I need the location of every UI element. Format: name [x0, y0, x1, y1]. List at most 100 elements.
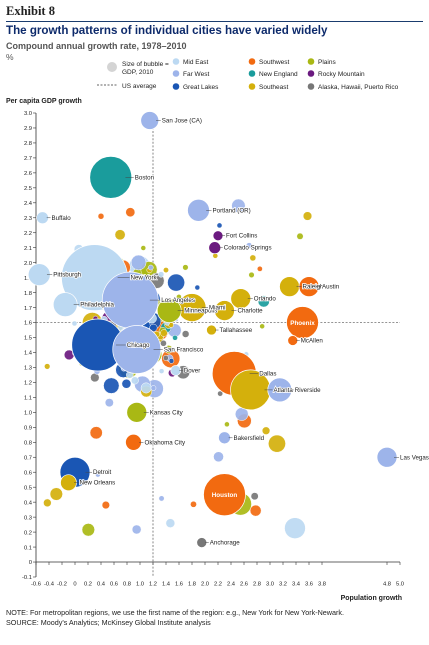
city-label: Oklahoma City	[145, 439, 186, 446]
y-tick-label: 3.0	[24, 111, 32, 117]
chart-subtitle: Compound annual growth rate, 1978–2010	[6, 41, 187, 51]
x-tick-label: 3.8	[318, 582, 326, 588]
city-bubble	[203, 473, 246, 517]
city-label: Houston	[212, 492, 238, 499]
background-bubble	[160, 329, 168, 337]
legend-entry-label: Mid East	[183, 59, 208, 66]
background-bubble	[249, 254, 257, 262]
background-bubble	[103, 377, 120, 394]
city-label: Los Angeles	[161, 297, 195, 304]
background-bubble	[216, 222, 223, 229]
background-bubble	[163, 267, 169, 273]
legend-entry-label: Great Lakes	[183, 84, 219, 91]
legend-swatch-icon	[248, 70, 256, 77]
background-bubble	[172, 334, 178, 341]
city-label: Colorado Springs	[224, 245, 272, 252]
background-bubble	[140, 245, 147, 251]
y-tick-label: 2.3	[24, 216, 32, 222]
background-bubble	[257, 265, 263, 272]
legend-entry-label: New England	[259, 71, 298, 78]
background-bubble	[261, 426, 271, 435]
header-rule	[6, 21, 423, 22]
x-tick-label: 0.8	[123, 582, 131, 588]
city-label: McAllen	[301, 338, 324, 345]
y-tick-label: 1.4	[24, 351, 33, 357]
background-bubble	[160, 339, 167, 347]
background-bubble	[245, 242, 253, 249]
y-tick-label: 1.2	[24, 381, 32, 387]
legend-entry-label: Plains	[318, 59, 336, 66]
background-bubble	[176, 294, 182, 300]
y-tick-label: 1.8	[24, 291, 32, 297]
y-tick-label: 2.2	[24, 231, 32, 237]
x-tick-label: -0.6	[31, 582, 41, 588]
city-label: New York	[131, 275, 158, 282]
background-bubble	[49, 487, 63, 501]
background-bubble	[43, 498, 52, 508]
x-tick-label: 1.8	[188, 582, 196, 588]
city-label: Orlando	[254, 296, 277, 303]
background-bubble	[217, 390, 224, 397]
y-tick-label: 2.7	[24, 156, 32, 162]
background-bubble	[224, 421, 230, 428]
city-label: Minneapolis	[184, 308, 217, 315]
city-label: Portland (OR)	[213, 207, 251, 214]
background-bubble	[149, 323, 158, 332]
background-bubble	[158, 495, 165, 502]
background-bubble	[284, 517, 306, 539]
x-tick-label: 1.4	[162, 582, 171, 588]
background-bubble	[125, 207, 136, 218]
y-tick-label: 2.8	[24, 141, 32, 147]
background-bubble	[101, 501, 110, 510]
y-tick-label: 0.4	[24, 500, 33, 506]
background-bubble	[131, 524, 142, 535]
city-label: Raleigh	[303, 284, 325, 291]
y-tick-label: 2.4	[24, 201, 33, 207]
legend-average-label: US average	[122, 83, 157, 90]
background-bubble	[140, 382, 152, 394]
background-bubble	[90, 372, 100, 383]
city-label: Detroit	[93, 469, 112, 476]
city-bubble	[286, 306, 319, 339]
y-tick-label: 0.8	[24, 440, 32, 446]
chart-title: The growth patterns of individual cities…	[6, 24, 328, 37]
y-tick-label: 2.5	[24, 186, 32, 192]
x-tick-label: 3.6	[305, 582, 313, 588]
y-tick-label: 0.3	[24, 515, 32, 521]
background-bubble	[165, 518, 176, 528]
y-tick-label: 1.1	[24, 396, 32, 402]
city-label: Miami	[209, 305, 226, 312]
y-tick-label: 2.6	[24, 171, 32, 177]
background-bubble	[81, 523, 95, 537]
city-label: San Francisco	[164, 346, 204, 353]
exhibit-label: Exhibit 8	[6, 4, 55, 18]
background-bubble	[44, 363, 51, 370]
y-tick-label: 1.3	[24, 366, 32, 372]
legend-bubble-label-gdp: GDP, 2010	[122, 69, 154, 76]
legend-swatch-icon	[248, 58, 256, 65]
city-label: Philadelphia	[80, 302, 114, 309]
city-label: Fort Collins	[226, 233, 257, 240]
background-bubble	[168, 358, 175, 364]
background-bubble	[194, 284, 201, 291]
x-tick-label: 2.6	[240, 582, 248, 588]
x-tick-label: 4.8	[383, 582, 391, 588]
y-tick-label: 1.9	[24, 276, 32, 282]
legend-entry-label: Rocky Mountain	[318, 71, 365, 78]
x-tick-label: -0.2	[57, 582, 67, 588]
background-bubble	[130, 254, 147, 271]
background-bubble	[150, 385, 157, 391]
city-label: Atlanta	[274, 387, 294, 394]
x-tick-label: 2.0	[201, 582, 209, 588]
legend-swatch-icon	[172, 83, 180, 90]
background-bubble	[71, 320, 78, 327]
x-tick-label: 1.2	[149, 582, 157, 588]
y-tick-label: 1.6	[24, 321, 32, 327]
background-bubble	[114, 229, 126, 241]
y-tick-label: 1.0	[24, 411, 32, 417]
city-label: Austin	[322, 284, 340, 291]
background-bubble	[259, 323, 265, 330]
background-bubble	[213, 451, 224, 463]
y-tick-label: 2.0	[24, 261, 32, 267]
y-tick-label: 0.2	[24, 530, 32, 536]
